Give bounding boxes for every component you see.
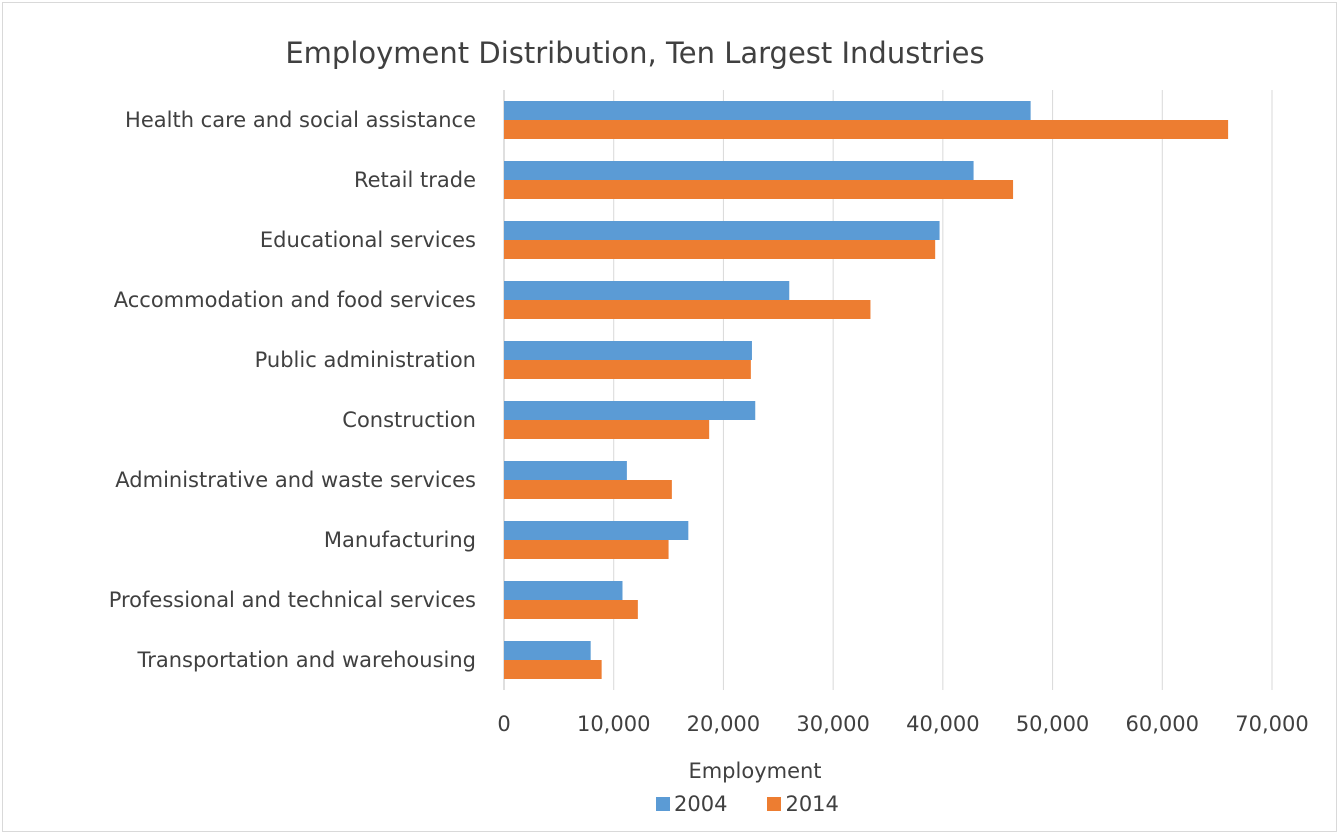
bar-2014	[504, 300, 871, 319]
bar-2004	[504, 341, 752, 360]
bar-2004	[504, 401, 756, 420]
bar-2014	[504, 180, 1014, 199]
bar-2014	[504, 120, 1229, 139]
category-label: Transportation and warehousing	[137, 648, 476, 672]
legend-label-2014: 2014	[785, 792, 839, 816]
bar-2004	[504, 221, 940, 240]
bar-2004	[504, 521, 689, 540]
bar-2014	[504, 660, 602, 679]
category-label: Educational services	[259, 228, 476, 252]
bar-2004	[504, 461, 627, 480]
bar-2004	[504, 161, 974, 180]
bar-2014	[504, 600, 638, 619]
bar-2004	[504, 581, 623, 600]
x-tick-label: 70,000	[1235, 712, 1309, 736]
x-tick-label: 0	[497, 712, 511, 736]
bar-2014	[504, 420, 710, 439]
legend-swatch-2004	[656, 797, 670, 811]
bar-2004	[504, 641, 591, 660]
category-label: Public administration	[254, 348, 476, 372]
x-tick-label: 50,000	[1015, 712, 1090, 736]
legend-label-2004: 2004	[674, 792, 728, 816]
category-label: Health care and social assistance	[125, 108, 476, 132]
x-axis-label: Employment	[688, 759, 822, 783]
x-tick-label: 10,000	[576, 712, 651, 736]
legend-item-2014: 2014	[767, 792, 839, 816]
category-label: Manufacturing	[323, 528, 476, 552]
legend: 2004 2014	[656, 790, 879, 818]
category-label: Retail trade	[353, 168, 476, 192]
category-label: Construction	[342, 408, 476, 432]
bar-2014	[504, 480, 672, 499]
chart-title: Employment Distribution, Ten Largest Ind…	[285, 36, 985, 70]
bar-2014	[504, 540, 669, 559]
x-tick-label: 40,000	[906, 712, 980, 736]
bar-2004	[504, 281, 790, 300]
bar-2014	[504, 360, 751, 379]
x-tick-label: 60,000	[1125, 712, 1200, 736]
category-label: Administrative and waste services	[115, 468, 476, 492]
legend-item-2004: 2004	[656, 792, 727, 816]
x-tick-label: 30,000	[796, 712, 870, 736]
category-label: Accommodation and food services	[113, 288, 476, 312]
bar-2014	[504, 240, 936, 259]
x-tick-label: 20,000	[686, 712, 761, 736]
bar-2004	[504, 101, 1031, 120]
category-label: Professional and technical services	[108, 588, 476, 612]
legend-swatch-2014	[767, 797, 782, 811]
